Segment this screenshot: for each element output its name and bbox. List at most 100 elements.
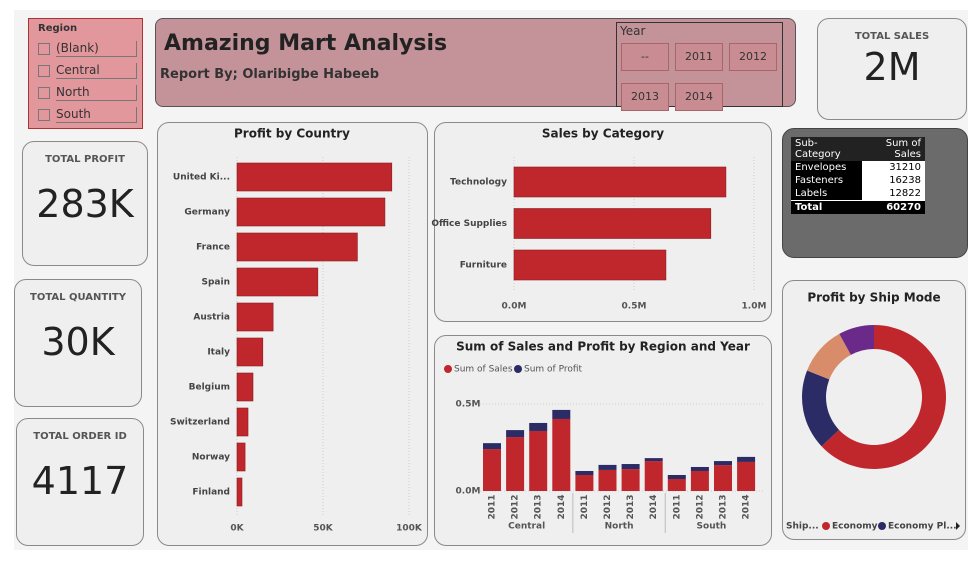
- chart: Sales by Category 0.0M 0.5M 1.0M Technology O…: [431, 127, 766, 312]
- checkbox: [38, 65, 50, 77]
- checkbox: [38, 87, 50, 99]
- slicer-item[interactable]: North: [38, 85, 138, 101]
- bar: [513, 249, 667, 281]
- year-slicer: Year -- 2011 2012 2013 2014: [616, 22, 783, 111]
- kpi-card: TOTAL ORDER ID 4117: [16, 418, 144, 546]
- bar-segment: [552, 418, 571, 491]
- checkbox: [38, 43, 50, 55]
- x-tick-label: 2012: [603, 494, 613, 519]
- bar-segment: [737, 456, 756, 462]
- table-header: Sub-Category Sum of Sales: [791, 137, 925, 161]
- x-tick-label: 2014: [557, 494, 567, 519]
- bar-segment: [506, 430, 525, 438]
- table-row: Envelopes 31210: [791, 161, 925, 174]
- header: Amazing Mart Analysis Report By; Olaribi…: [155, 18, 796, 111]
- cell: Fasteners: [795, 175, 844, 186]
- y-tick-label: Office Supplies: [431, 219, 507, 229]
- donut-slice: [802, 370, 840, 447]
- bar-segment: [506, 437, 525, 491]
- bar: [236, 477, 243, 507]
- x-tick-label: 0.0M: [502, 302, 527, 312]
- x-tick-label: 2014: [742, 494, 752, 519]
- table: Sub-Category Sum of Sales Envelopes 31210 Fa…: [791, 137, 925, 214]
- year-title: Year: [620, 24, 646, 38]
- checkbox: [38, 109, 50, 121]
- cell: 12822: [861, 187, 925, 201]
- y-tick-label: Austria: [193, 313, 230, 323]
- bar-segment: [483, 443, 501, 450]
- legend-marker: [878, 522, 886, 530]
- panel: [434, 335, 772, 546]
- card-value: 4117: [31, 459, 129, 503]
- slicer-label: South: [56, 107, 137, 123]
- chart: Profit by Ship Mode Ship... Economy Economy…: [786, 291, 960, 532]
- y-tick-label: Belgium: [189, 383, 230, 393]
- bar: [236, 372, 254, 402]
- chart-title: Profit by Country: [234, 127, 350, 141]
- bar: [513, 166, 727, 198]
- slicer-item[interactable]: (Blank): [38, 41, 138, 57]
- bar-segment: [644, 458, 663, 462]
- slicer-label: (Blank): [56, 41, 137, 57]
- card-label: TOTAL PROFIT: [45, 154, 125, 165]
- x-tick-label: 2011: [488, 494, 498, 519]
- column-header: Sub-Category: [795, 138, 841, 160]
- card-value: 30K: [41, 320, 115, 364]
- bar-segment: [529, 422, 548, 431]
- group-label: Central: [508, 522, 545, 532]
- bar-segment: [483, 449, 501, 491]
- bar-segment: [529, 430, 548, 491]
- bar-segment: [644, 461, 663, 491]
- bar: [236, 267, 319, 297]
- panel: [157, 122, 428, 546]
- chart-title: Sum of Sales and Profit by Region and Ye…: [456, 340, 750, 354]
- y-tick-label: 0.0M: [456, 487, 481, 497]
- year-button[interactable]: --: [621, 43, 669, 71]
- slicer-item[interactable]: Central: [38, 63, 138, 79]
- region-slicer: Region (Blank) Central North South: [28, 18, 143, 129]
- legend-next[interactable]: [956, 522, 960, 530]
- slicer-item[interactable]: South: [38, 107, 138, 123]
- bar-segment: [714, 461, 732, 466]
- legend-label: Economy Pl...: [888, 522, 957, 532]
- bar: [236, 197, 386, 227]
- bar-segment: [690, 466, 709, 471]
- x-tick-label: 0K: [230, 524, 244, 534]
- x-tick-label: 2013: [719, 494, 729, 519]
- kpi-card: TOTAL SALES 2M: [817, 18, 967, 120]
- legend-title: Ship...: [786, 522, 819, 532]
- bar-segment: [575, 474, 594, 491]
- year-button[interactable]: 2013: [621, 83, 669, 111]
- bar: [236, 337, 264, 367]
- year-button[interactable]: 2012: [729, 43, 777, 71]
- year-button[interactable]: 2014: [675, 83, 723, 111]
- table-row: Fasteners 16238: [791, 174, 925, 187]
- bar-segment: [714, 465, 732, 491]
- cell: 31210: [861, 161, 925, 174]
- legend-marker: [514, 365, 522, 373]
- table-total: Total 60270: [791, 200, 925, 215]
- x-tick-label: 2013: [534, 494, 544, 519]
- cell: Labels: [795, 188, 828, 199]
- chart: Profit by Country 0K 50K 100K United Ki... Ge…: [170, 127, 423, 534]
- table-panel: Sub-Category Sum of Sales Envelopes 31210 Fa…: [782, 128, 968, 258]
- y-tick-label: Spain: [202, 278, 231, 288]
- y-tick-label: Switzerland: [170, 418, 230, 428]
- year-button[interactable]: 2011: [675, 43, 723, 71]
- kpi-card: TOTAL PROFIT 283K: [22, 141, 148, 266]
- bar-segment: [575, 470, 594, 475]
- donut-slice: [821, 325, 946, 469]
- chart: Sum of Sales and Profit by Region and Ye…: [444, 340, 764, 533]
- y-tick-label: Germany: [184, 208, 230, 218]
- x-tick-label: 2011: [672, 494, 682, 519]
- x-tick-label: 2013: [626, 494, 636, 519]
- bar: [236, 232, 358, 262]
- header-subtitle: Report By; Olaribigbe Habeeb: [160, 67, 380, 82]
- y-tick-label: Finland: [192, 488, 230, 498]
- column-header: Sum of Sales: [885, 138, 921, 160]
- y-tick-label: France: [196, 243, 230, 253]
- bar-segment: [621, 469, 640, 491]
- x-tick-label: 2012: [511, 494, 521, 519]
- card-value: 2M: [863, 45, 921, 89]
